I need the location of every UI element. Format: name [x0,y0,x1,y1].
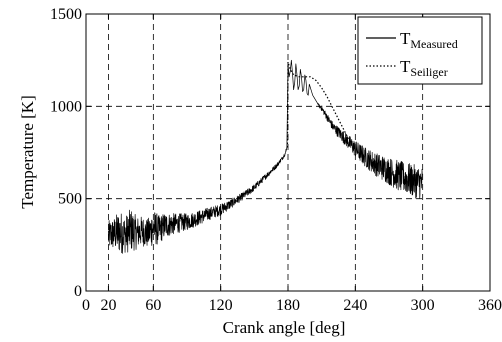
x-tick-label: 180 [276,297,300,314]
y-tick-label: 1000 [50,98,82,115]
series-measured-line [108,59,423,254]
x-tick-label: 0 [82,297,90,314]
x-axis-label: Crank angle [deg] [223,318,346,337]
legend-label-seiliger-main: T [400,57,411,76]
grid [86,14,490,291]
series-layer [108,59,423,254]
y-tick-label: 1500 [50,6,82,23]
legend-label-measured-sub: Measured [410,37,457,51]
tick-labels: 0 20 60 120 180 240 300 360 0 500 1000 1500 [50,6,502,314]
legend: TMeasured TSeiliger [357,16,483,85]
legend-label-seiliger: TSeiliger [400,57,448,79]
legend-label-measured: TMeasured [400,29,458,51]
y-tick-label: 0 [74,283,82,300]
x-tick-label: 120 [209,297,233,314]
x-tick-label: 20 [100,297,116,314]
y-axis-label: Temperature [K] [18,95,37,209]
x-tick-label: 240 [343,297,367,314]
x-tick-label: 300 [411,297,435,314]
y-tick-label: 500 [58,191,82,208]
x-tick-label: 360 [478,297,502,314]
legend-label-seiliger-sub: Seiliger [410,65,447,79]
series-seiliger-line [285,61,351,151]
legend-label-measured-main: T [400,29,411,48]
x-tick-label: 60 [145,297,161,314]
axes [85,13,491,292]
legend-box [357,16,483,85]
